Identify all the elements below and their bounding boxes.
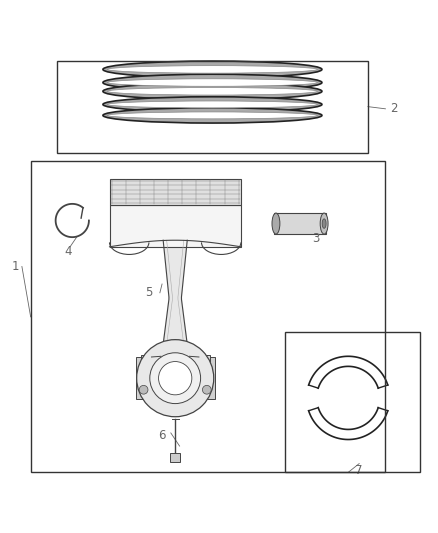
Ellipse shape bbox=[103, 74, 322, 91]
Circle shape bbox=[150, 353, 201, 403]
Text: 2: 2 bbox=[390, 102, 398, 115]
Ellipse shape bbox=[322, 219, 326, 228]
Ellipse shape bbox=[107, 66, 318, 73]
Polygon shape bbox=[162, 240, 189, 356]
Bar bbox=[110, 179, 241, 205]
Text: 5: 5 bbox=[145, 286, 152, 300]
Bar bbox=[110, 205, 241, 247]
Ellipse shape bbox=[103, 97, 322, 112]
Text: 3: 3 bbox=[312, 231, 319, 245]
Ellipse shape bbox=[103, 108, 322, 123]
Bar bbox=[285, 332, 420, 472]
Ellipse shape bbox=[107, 112, 318, 119]
Bar bbox=[199, 357, 215, 399]
Ellipse shape bbox=[103, 83, 322, 100]
Bar bbox=[57, 61, 368, 152]
Text: 7: 7 bbox=[355, 464, 363, 477]
Circle shape bbox=[159, 361, 192, 395]
Ellipse shape bbox=[107, 79, 318, 86]
Bar bbox=[170, 453, 180, 462]
Text: 6: 6 bbox=[158, 429, 166, 442]
Text: 1: 1 bbox=[11, 260, 19, 273]
Bar bbox=[31, 161, 385, 472]
Bar bbox=[136, 357, 152, 399]
Ellipse shape bbox=[107, 101, 318, 108]
Ellipse shape bbox=[320, 213, 328, 234]
Circle shape bbox=[202, 385, 211, 394]
Ellipse shape bbox=[107, 87, 318, 95]
Text: 4: 4 bbox=[64, 245, 72, 257]
Circle shape bbox=[137, 340, 214, 417]
Bar bbox=[141, 356, 210, 366]
Bar bbox=[274, 213, 326, 234]
Circle shape bbox=[139, 385, 148, 394]
Ellipse shape bbox=[272, 213, 280, 234]
Ellipse shape bbox=[103, 61, 322, 78]
